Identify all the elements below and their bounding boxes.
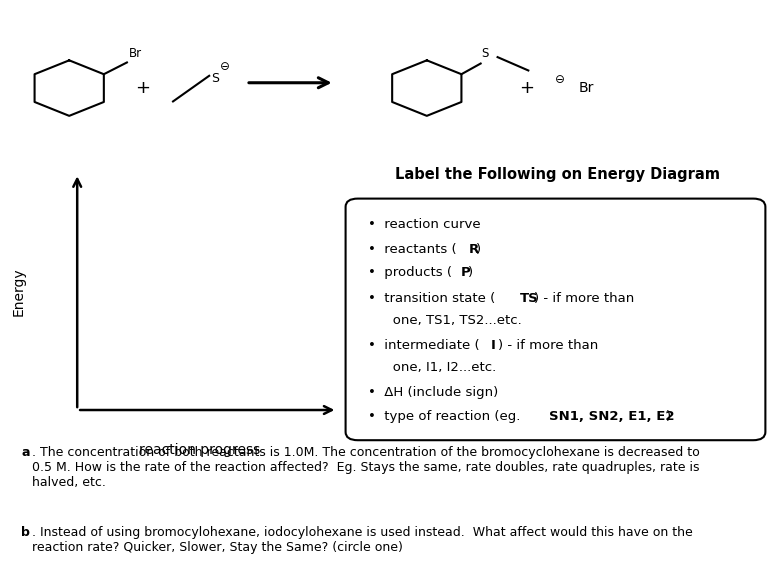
Text: Br: Br	[128, 47, 141, 60]
Text: R: R	[468, 243, 478, 256]
Text: +: +	[519, 79, 534, 97]
Text: I: I	[491, 339, 495, 352]
Text: ) - if more than: ) - if more than	[498, 339, 598, 352]
Text: products (: products (	[380, 266, 452, 279]
FancyBboxPatch shape	[345, 198, 765, 440]
Text: one, I1, I2...etc.: one, I1, I2...etc.	[380, 361, 497, 374]
Text: S: S	[211, 72, 219, 85]
Text: reactants (: reactants (	[380, 243, 457, 256]
Text: intermediate (: intermediate (	[380, 339, 480, 352]
Text: P: P	[461, 266, 471, 279]
Text: •: •	[368, 243, 376, 256]
Text: Label the Following on Energy Diagram: Label the Following on Energy Diagram	[395, 167, 720, 182]
Text: reaction progress: reaction progress	[139, 443, 261, 456]
Text: Br: Br	[578, 81, 594, 95]
Text: +: +	[135, 79, 150, 97]
Text: ⊖: ⊖	[220, 59, 229, 73]
Text: . The concentration of both reactants is 1.0M. The concentration of the bromocyc: . The concentration of both reactants is…	[32, 446, 700, 489]
Text: type of reaction (eg.: type of reaction (eg.	[380, 410, 525, 423]
Text: Energy: Energy	[12, 267, 26, 316]
Text: a: a	[22, 446, 30, 459]
Text: reaction curve: reaction curve	[380, 218, 481, 231]
Text: •: •	[368, 218, 376, 231]
Text: transition state (: transition state (	[380, 292, 495, 305]
Text: •: •	[368, 339, 376, 352]
Text: ): )	[667, 410, 671, 423]
Text: b: b	[22, 526, 30, 539]
Text: SN1, SN2, E1, E2: SN1, SN2, E1, E2	[549, 410, 674, 423]
Text: one, TS1, TS2...etc.: one, TS1, TS2...etc.	[380, 314, 522, 327]
Text: TS: TS	[520, 292, 538, 305]
Text: ): )	[468, 266, 474, 279]
Text: S: S	[481, 47, 489, 60]
Text: •: •	[368, 410, 376, 423]
Text: •: •	[368, 266, 376, 279]
Text: ) - if more than: ) - if more than	[534, 292, 634, 305]
Text: •: •	[368, 386, 376, 399]
Text: ΔH (include sign): ΔH (include sign)	[380, 386, 498, 399]
Text: •: •	[368, 292, 376, 305]
Text: ⊖: ⊖	[555, 73, 564, 85]
Text: . Instead of using bromocylohexane, iodocylohexane is used instead.  What affect: . Instead of using bromocylohexane, iodo…	[32, 526, 693, 554]
Text: ): )	[475, 243, 481, 256]
